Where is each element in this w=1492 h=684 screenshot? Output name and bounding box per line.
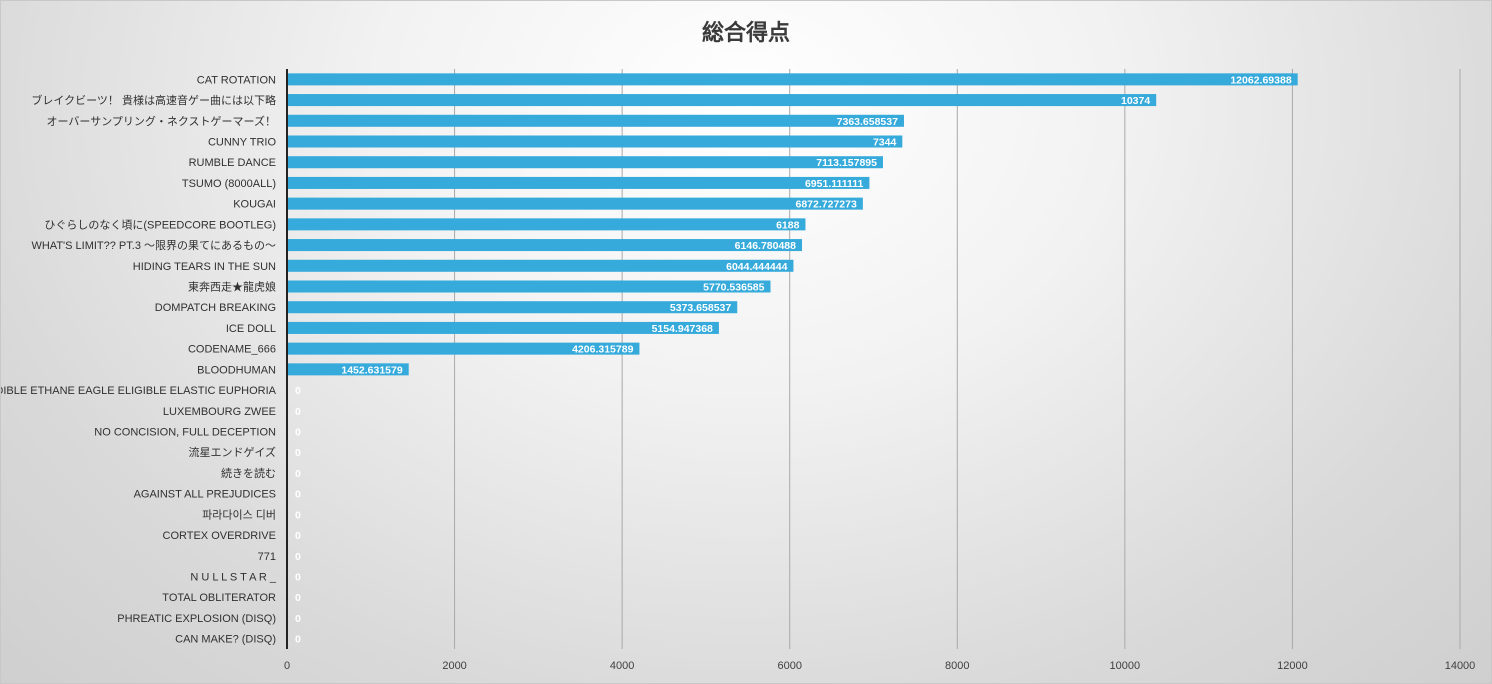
- data-label: 0: [295, 634, 301, 646]
- category-label: 파라다이스 디버: [202, 508, 276, 521]
- bar: [287, 218, 806, 231]
- category-label: N U L L S T A R _: [190, 572, 276, 584]
- category-label: オーバーサンプリング・ネクストゲーマーズ！: [47, 114, 276, 128]
- bar: [287, 197, 863, 210]
- data-label: 6044.444444: [726, 261, 787, 273]
- category-label: WHAT'S LIMIT?? PT.3 〜限界の果てにあるもの〜: [31, 239, 276, 252]
- category-label: ひぐらしのなく頃に(SPEEDCORE BOOTLEG): [44, 218, 276, 231]
- x-tick-label: 10000: [1110, 660, 1141, 672]
- bars: [287, 73, 1298, 376]
- category-label: NO CONCISION, FULL DECEPTION: [94, 427, 276, 439]
- data-label: 7344: [873, 137, 897, 149]
- data-label: 10374: [1121, 95, 1150, 107]
- category-label: EDIBLE ETHANE EAGLE ELIGIBLE ELASTIC EUP…: [1, 385, 277, 397]
- data-label: 0: [295, 572, 301, 584]
- category-label: CAT ROTATION: [197, 74, 276, 86]
- x-tick-label: 8000: [945, 660, 969, 672]
- category-label: KOUGAI: [233, 199, 276, 211]
- category-label: 流星エンドゲイズ: [189, 445, 276, 459]
- category-label: CORTEX OVERDRIVE: [163, 530, 277, 542]
- category-label: TSUMO (8000ALL): [182, 178, 276, 190]
- data-label: 0: [295, 406, 301, 418]
- data-label: 0: [295, 385, 301, 397]
- category-label: ブレイクビーツ！ 貴様は高速音ゲー曲には以下略: [31, 93, 276, 107]
- bar: [287, 280, 771, 293]
- category-labels: CAT ROTATION ブレイクビーツ！ 貴様は高速音ゲー曲には以下略オーバーサ…: [1, 74, 277, 645]
- data-label: 0: [295, 427, 301, 439]
- data-label: 5373.658537: [670, 302, 731, 314]
- data-label: 0: [295, 509, 301, 521]
- data-label: 0: [295, 613, 301, 625]
- bar: [287, 259, 794, 272]
- data-label: 7113.157895: [816, 157, 877, 169]
- category-label: CODENAME_666: [188, 344, 276, 356]
- x-tick-label: 14000: [1445, 660, 1476, 672]
- x-tick-label: 12000: [1277, 660, 1308, 672]
- data-label: 6146.780488: [735, 240, 796, 252]
- bar: [287, 114, 904, 127]
- data-label: 0: [295, 530, 301, 542]
- category-label: DOMPATCH BREAKING: [155, 302, 276, 314]
- category-label: TOTAL OBLITERATOR: [162, 592, 276, 604]
- data-labels: 12062.69388 10374 7363.658537 7344 7113.1578…: [295, 74, 1292, 645]
- category-label: CUNNY TRIO: [208, 137, 276, 149]
- data-label: 0: [295, 551, 301, 563]
- bar: [287, 301, 738, 314]
- data-label: 12062.69388: [1230, 74, 1291, 86]
- bar: [287, 342, 640, 355]
- category-label: PHREATIC EXPLOSION (DISQ): [117, 613, 276, 625]
- data-label: 6872.727273: [796, 199, 857, 211]
- x-tick-label: 4000: [610, 660, 634, 672]
- category-label: HIDING TEARS IN THE SUN: [133, 261, 276, 273]
- bar: [287, 239, 803, 252]
- data-label: 5154.947368: [652, 323, 713, 335]
- data-label: 0: [295, 468, 301, 480]
- gridlines: [454, 69, 1461, 649]
- x-tick-label: 0: [284, 660, 290, 672]
- bar: [287, 135, 903, 148]
- bar: [287, 94, 1157, 107]
- data-label: 4206.315789: [572, 344, 633, 356]
- category-label: 771: [258, 551, 276, 563]
- chart-title: 総合得点: [702, 20, 790, 46]
- category-label: RUMBLE DANCE: [189, 157, 276, 169]
- category-label: CAN MAKE? (DISQ): [175, 634, 276, 646]
- data-label: 0: [295, 447, 301, 459]
- x-tick-label: 6000: [777, 660, 801, 672]
- data-label: 0: [295, 489, 301, 501]
- data-label: 6951.111111: [805, 178, 864, 190]
- bar: [287, 73, 1298, 86]
- category-label: 続きを読む: [221, 466, 276, 480]
- data-label: 0: [295, 592, 301, 604]
- category-label: AGAINST ALL PREJUDICES: [134, 489, 276, 501]
- category-label: LUXEMBOURG ZWEE: [163, 406, 276, 418]
- data-label: 7363.658537: [837, 116, 898, 128]
- bar: [287, 156, 883, 169]
- x-tick-label: 2000: [442, 660, 466, 672]
- x-axis-tick-labels: 0 2000 4000 6000 8000 10000 12000 14000: [284, 660, 1475, 672]
- bar: [287, 363, 409, 376]
- category-label: ICE DOLL: [226, 323, 276, 335]
- bar: [287, 176, 870, 189]
- bar: [287, 321, 719, 334]
- data-label: 1452.631579: [341, 364, 402, 376]
- category-label: 東奔西走★龍虎娘: [188, 280, 276, 294]
- category-label: BLOODHUMAN: [197, 364, 276, 376]
- data-label: 5770.536585: [703, 282, 764, 294]
- data-label: 6188: [776, 219, 800, 231]
